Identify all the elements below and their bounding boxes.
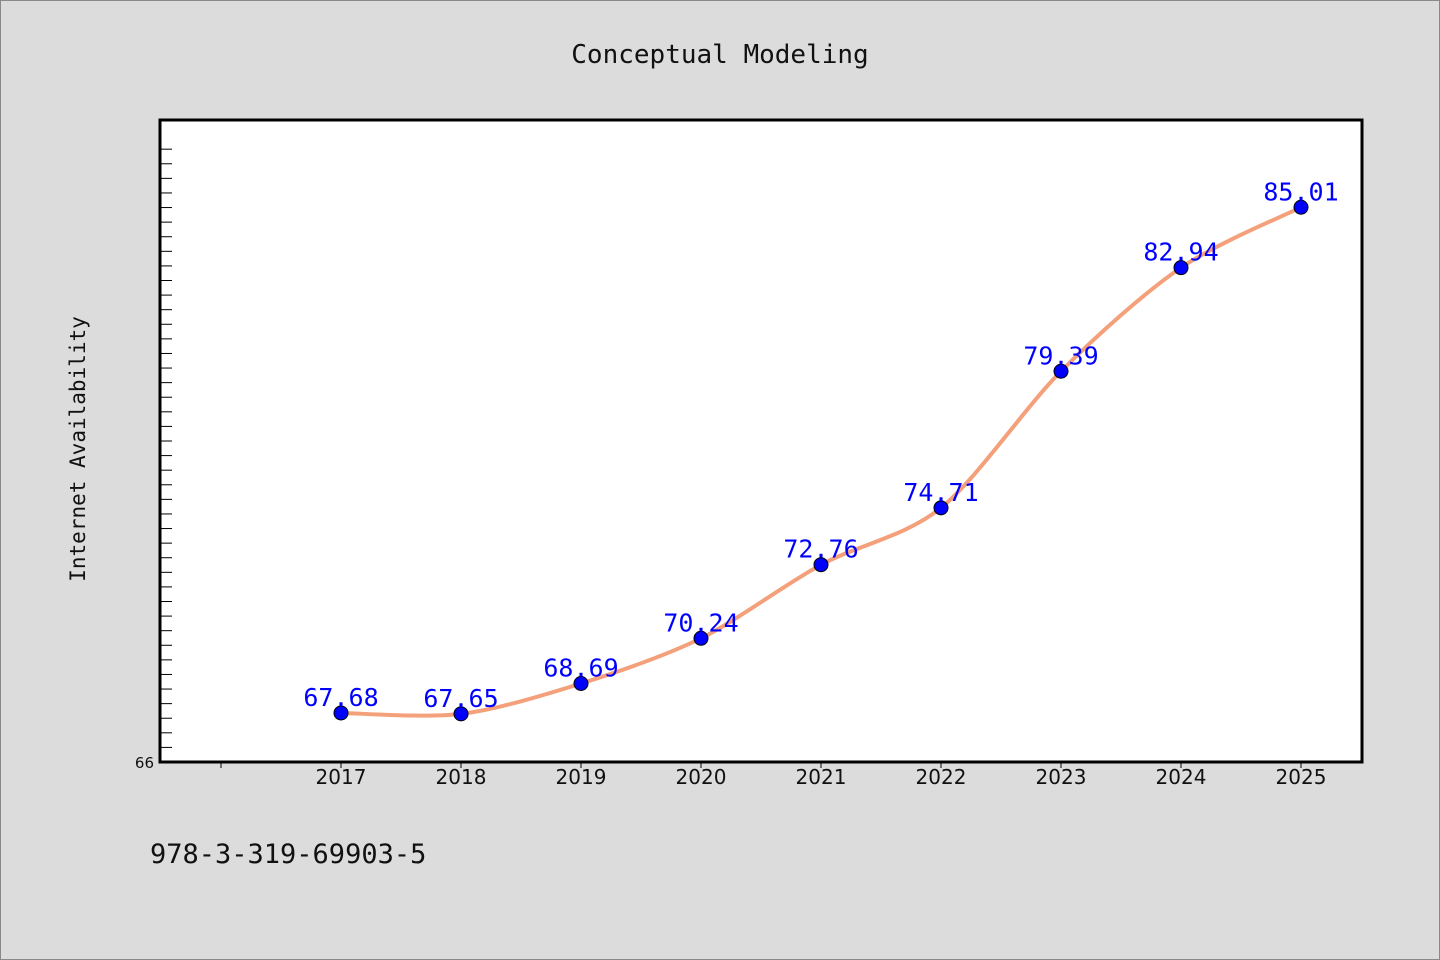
x-tick-label: 2022: [916, 765, 967, 789]
data-point: [813, 557, 829, 573]
data-label: 67.65: [423, 684, 498, 713]
data-point: [333, 705, 349, 721]
y-ticks: 66: [135, 148, 172, 772]
x-ticks: 2017 2018 2019 2020 2021 2022 2023 2024 2025: [220, 761, 1327, 789]
y-tick-label: 66: [135, 754, 154, 772]
data-label: 82.94: [1143, 238, 1218, 267]
data-label: 79.39: [1023, 341, 1098, 370]
x-tick-label: 2021: [796, 765, 847, 789]
data-point: [573, 676, 589, 692]
x-tick-label: 2020: [676, 765, 727, 789]
data-point: [453, 706, 469, 722]
data-labels: 67.68 67.65 68.69 70.24 72.76 74.71 79.39 82.94…: [303, 177, 1338, 713]
x-tick-label: 2023: [1036, 765, 1087, 789]
plot-area: [158, 118, 1364, 764]
x-tick-label: 2017: [316, 765, 367, 789]
y-axis-label: Internet Availability: [66, 316, 90, 582]
data-label: 85.01: [1263, 177, 1338, 206]
x-tick-label: 2025: [1276, 765, 1327, 789]
footer-isbn: 978-3-319-69903-5: [150, 839, 426, 870]
data-point: [933, 500, 949, 516]
x-tick-label: 2024: [1156, 765, 1207, 789]
x-tick-label: 2019: [556, 765, 607, 789]
data-label: 70.24: [663, 608, 738, 637]
data-point: [1053, 363, 1069, 379]
data-label: 72.76: [783, 535, 858, 564]
data-point: [1173, 260, 1189, 276]
data-point: [1293, 199, 1309, 215]
x-tick-label: 2018: [436, 765, 487, 789]
data-label: 74.71: [903, 478, 978, 507]
data-label: 67.68: [303, 683, 378, 712]
data-point: [693, 630, 709, 646]
series-group: [333, 199, 1309, 722]
data-label: 68.69: [543, 654, 618, 683]
series-line: [339, 205, 1303, 718]
chart-title: Conceptual Modeling: [571, 40, 868, 70]
